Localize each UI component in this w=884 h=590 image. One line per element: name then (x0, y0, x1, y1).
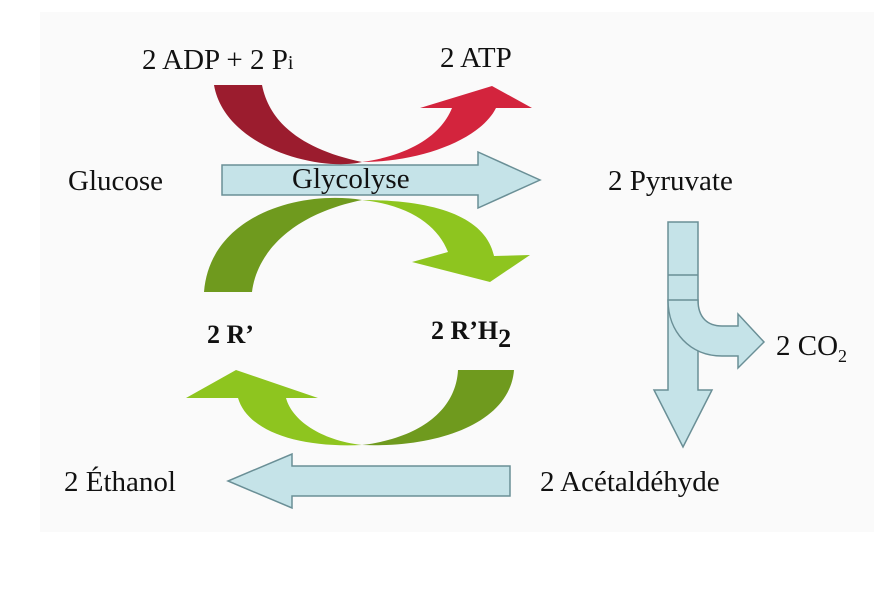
atp-curved-arrow (362, 86, 532, 162)
ethanol-label: 2 Éthanol (64, 466, 176, 498)
co2-branch-arrow (667, 299, 766, 370)
adp-label-main: 2 ADP + 2 P (142, 44, 288, 76)
r-prime-lower-arrow (186, 370, 362, 446)
acetaldehyde-label: 2 Acétaldéhyde (540, 466, 720, 498)
rh2-label: 2 R’H2 (431, 316, 511, 352)
pyruvate-label: 2 Pyruvate (608, 165, 733, 197)
r-prime-label: 2 R’ (207, 320, 254, 349)
adp-label: 2 ADP + 2 Pi (142, 46, 293, 75)
rh2-label-main: 2 R’H (431, 316, 499, 345)
rh2-lower-arrow (362, 370, 514, 446)
acetaldehyde-to-ethanol-arrow (226, 452, 511, 510)
glucose-label: Glucose (68, 165, 164, 197)
adp-label-sub: i (287, 52, 294, 74)
co2-label-sub: 2 (838, 346, 848, 366)
adp-curved-arrow (214, 85, 362, 165)
glycolyse-arrow (221, 150, 542, 210)
rh2-label-sub: 2 (498, 324, 512, 353)
co2-label: 2 CO2 (776, 330, 847, 366)
r-prime-upper-arrow (204, 197, 362, 292)
co2-label-main: 2 CO (776, 330, 839, 362)
atp-label: 2 ATP (440, 42, 512, 74)
glycolyse-label: Glycolyse (292, 163, 410, 195)
rh2-upper-arrow (362, 200, 530, 282)
